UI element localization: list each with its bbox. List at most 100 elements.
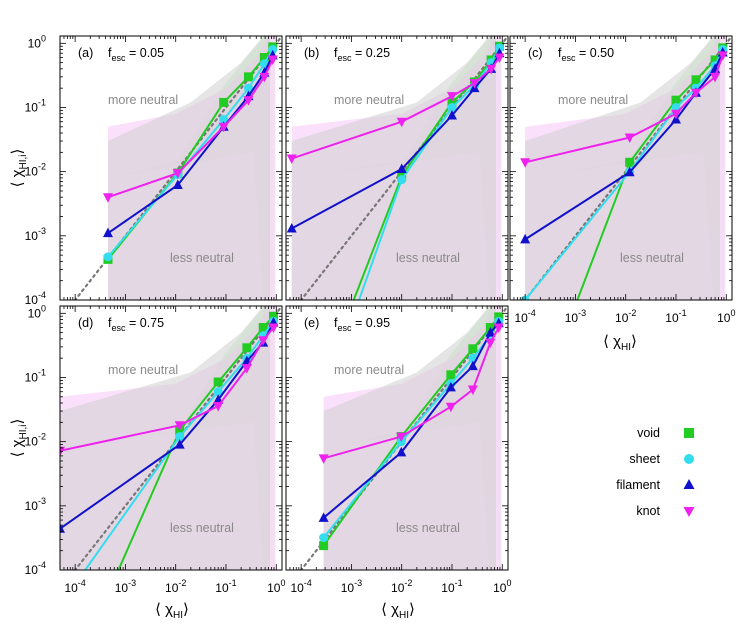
- x-tick-exponent: -2: [628, 308, 636, 318]
- panel-plot-area: [73, 36, 282, 300]
- marker-sheet: [213, 387, 223, 397]
- marker-sheet: [397, 175, 407, 185]
- x-tick-exponent: -1: [455, 578, 463, 588]
- ylabel-subscript: HI,i: [18, 424, 29, 439]
- y-tick-exponent: -2: [38, 432, 46, 442]
- marker-sheet: [268, 45, 278, 55]
- region-scatter-band: [525, 36, 720, 300]
- more-neutral-label: more neutral: [334, 363, 404, 377]
- legend: void sheet filament knot: [616, 426, 695, 518]
- marker-knot: [241, 364, 252, 374]
- x-axis-label-d: ⟨ χHI⟩: [155, 601, 189, 621]
- marker-knot: [445, 402, 456, 413]
- marker-knot: [243, 96, 254, 106]
- x-tick-exponent: -3: [128, 578, 136, 588]
- fesc-subscript: esc: [337, 323, 352, 333]
- marker-filament: [446, 110, 457, 120]
- panel-plot-area: [520, 36, 732, 349]
- x-axis-label-c: ⟨ χHI⟩: [603, 333, 637, 353]
- more-neutral-label: more neutral: [334, 93, 404, 107]
- fesc-label: fesc = 0.50: [558, 46, 614, 63]
- marker-knot: [486, 64, 497, 75]
- more-neutral-label: more neutral: [558, 93, 628, 107]
- marker-void: [710, 55, 720, 65]
- marker-knot: [717, 51, 728, 61]
- ylabel-subscript: HI,i: [18, 154, 29, 169]
- marker-void: [259, 53, 269, 63]
- panel-label: (e): [304, 316, 319, 330]
- marker-void: [468, 344, 478, 354]
- marker-knot: [485, 338, 496, 349]
- x-tick-exponent: -1: [229, 578, 237, 588]
- x-tick-exponent: 0: [280, 578, 285, 588]
- marker-knot: [318, 454, 329, 464]
- marker-filament: [318, 512, 329, 522]
- less-neutral-label: less neutral: [396, 521, 460, 535]
- marker-sheet: [243, 83, 253, 93]
- marker-knot: [520, 158, 531, 168]
- x-tick-exponent: 0: [506, 578, 511, 588]
- marker-knot: [102, 193, 113, 203]
- marker-knot: [446, 92, 457, 102]
- x-tick-label: 10-4: [290, 578, 311, 595]
- x-tick-label: 10-1: [441, 578, 462, 595]
- marker-void: [219, 97, 229, 107]
- more-neutral-label: more neutral: [108, 93, 178, 107]
- x-tick-label: 100: [717, 308, 735, 325]
- x-tick-label: 10-3: [115, 578, 136, 595]
- marker-filament: [286, 223, 297, 233]
- marker-filament: [445, 381, 456, 392]
- marker-sheet: [219, 114, 229, 124]
- xlabel-subscript: HI: [399, 610, 409, 621]
- panel-label: (c): [528, 46, 543, 60]
- marker-knot: [710, 72, 721, 83]
- marker-void: [332, 340, 341, 349]
- less-neutral-label: less neutral: [396, 251, 460, 265]
- marker-void: [268, 311, 278, 321]
- marker-filament: [485, 327, 496, 337]
- y-tick-exponent: -4: [38, 290, 46, 300]
- x-tick-exponent: -1: [679, 308, 687, 318]
- y-axis-label-top: ⟨ χHI,i⟩: [9, 149, 29, 188]
- fesc-label: fesc = 0.05: [108, 46, 164, 63]
- marker-knot: [690, 88, 701, 99]
- marker-knot: [467, 385, 478, 395]
- marker-void: [691, 75, 701, 85]
- marker-void: [556, 340, 565, 349]
- x-tick-exponent: -3: [354, 578, 362, 588]
- marker-knot: [494, 53, 505, 64]
- marker-knot: [174, 421, 185, 431]
- x-tick-label: 10-3: [565, 308, 586, 325]
- y-tick-label: 10-3: [25, 496, 46, 513]
- x-tick-exponent: -4: [78, 578, 86, 588]
- region-scatter-band: [60, 306, 270, 570]
- y-tick-exponent: -2: [38, 162, 46, 172]
- x-tick-exponent: -3: [578, 308, 586, 318]
- y-tick-label: 100: [28, 33, 46, 50]
- marker-void: [671, 95, 681, 105]
- xlabel-close: ⟩: [409, 601, 415, 618]
- marker-filament: [396, 446, 407, 457]
- fesc-value: = 0.95: [352, 316, 391, 330]
- marker-knot: [469, 79, 480, 89]
- panel-plot-area: [286, 36, 508, 349]
- fesc-subscript: esc: [561, 53, 576, 63]
- panel-c: 10-4 10-3 10-2 10-1 100 (c) fesc = 0.50 more ne…: [509, 35, 735, 349]
- xlabel-subscript: HI: [621, 342, 631, 353]
- legend-label-filament: filament: [616, 478, 660, 492]
- y-tick-exponent: -3: [38, 496, 46, 506]
- marker-knot: [396, 432, 407, 443]
- x-axis-label-e: ⟨ χHI⟩: [381, 601, 415, 621]
- panel-label: (a): [78, 46, 93, 60]
- marker-void: [258, 323, 268, 333]
- panel-plot-area: [299, 306, 508, 570]
- legend-marker-filament: [683, 479, 695, 489]
- legend-label-knot: knot: [636, 504, 660, 518]
- panel-label: (b): [304, 46, 319, 60]
- legend-marker-void: [684, 428, 694, 438]
- more-neutral-label: more neutral: [108, 363, 178, 377]
- fesc-subscript: esc: [111, 53, 126, 63]
- fesc-value: = 0.05: [126, 46, 165, 60]
